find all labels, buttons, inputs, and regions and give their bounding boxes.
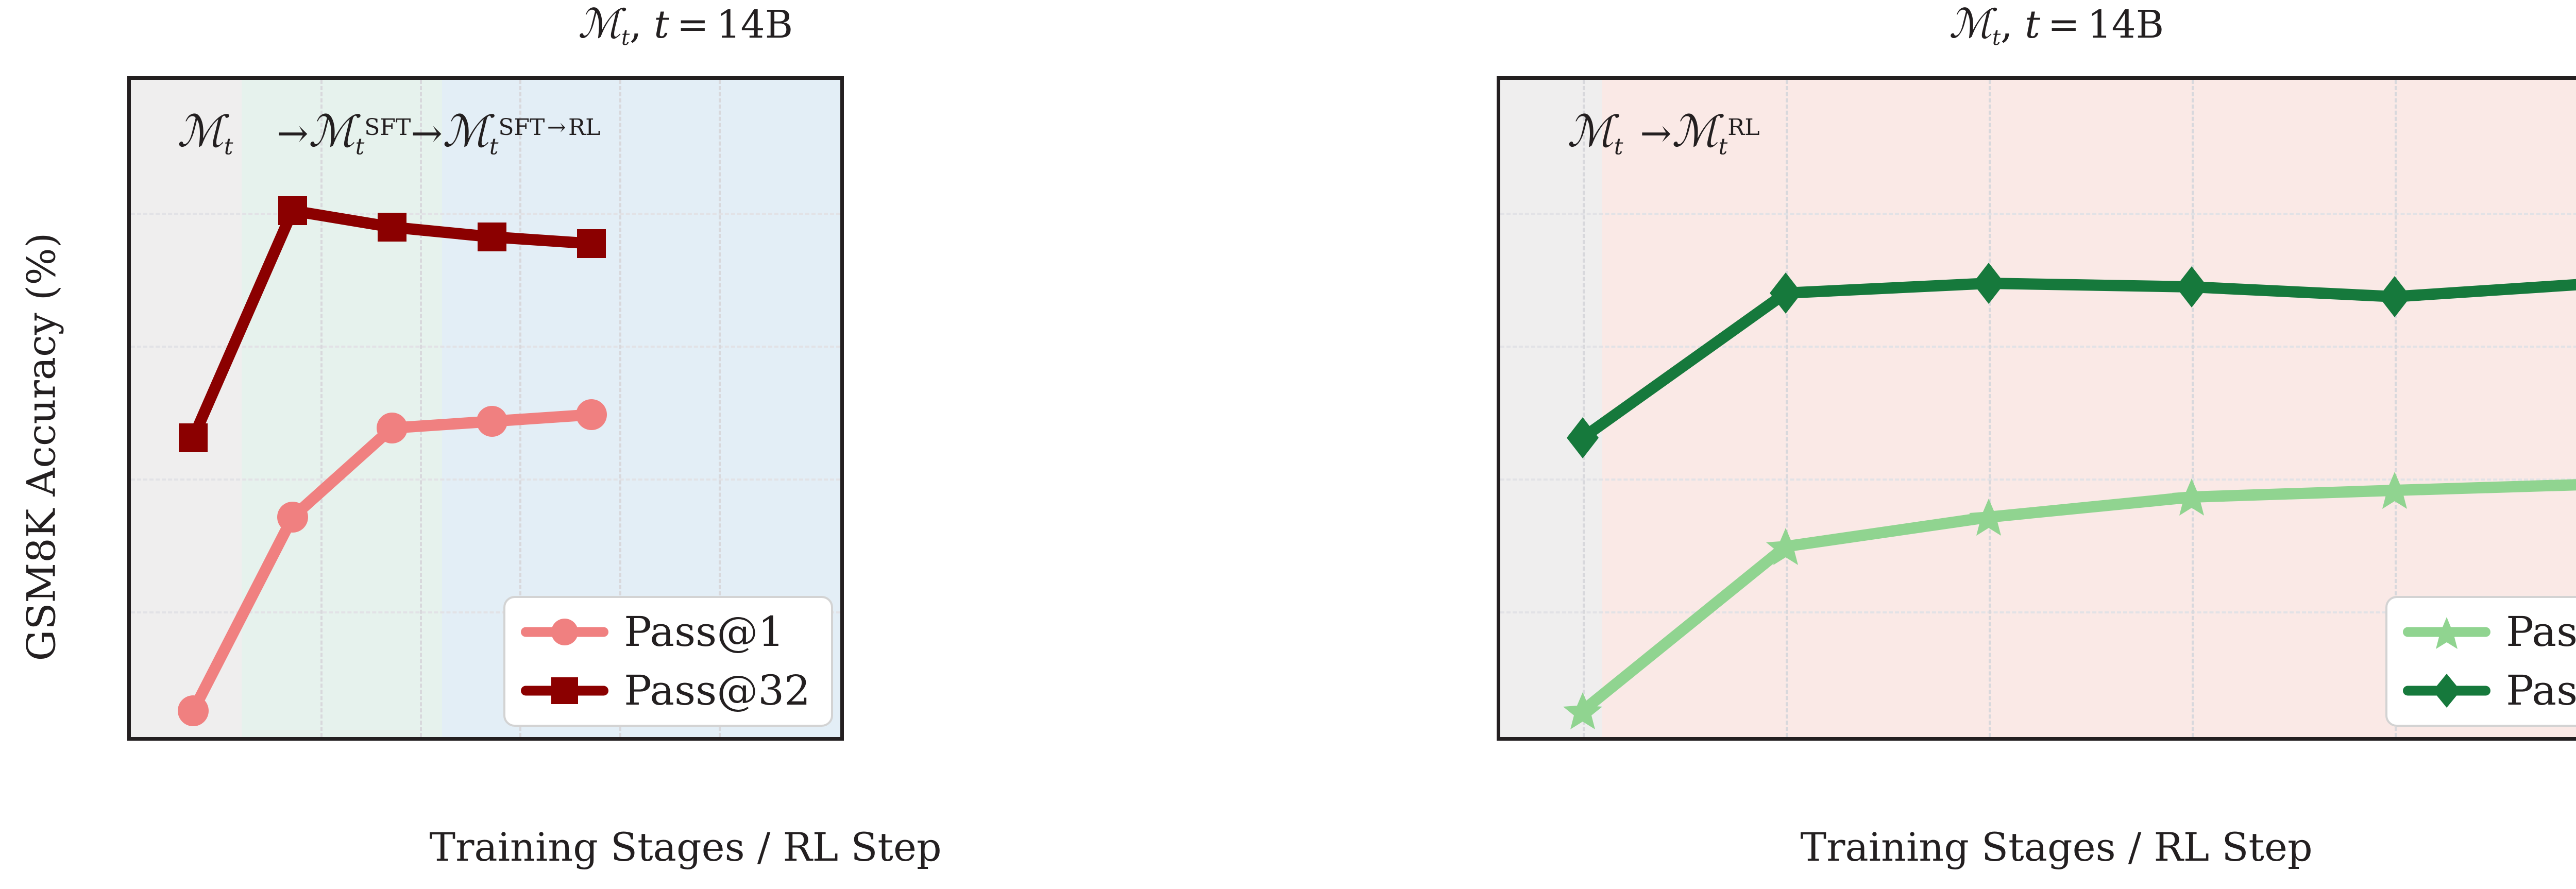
legend-item-pass-at-1-left[interactable]: Pass@1: [521, 611, 810, 653]
marker-pass-at-1-right: [2172, 478, 2211, 516]
gridline-v-800: [2395, 80, 2397, 737]
line-pass-at-32-left: [188, 205, 597, 443]
x-axis-label-right: Training Stages / RL Step: [1800, 824, 2313, 870]
legend-label-pass-at-1-left: Pass@1: [624, 608, 785, 656]
line-pass-at-1-right: [1577, 479, 2576, 716]
line-pass-at-32-right: [1577, 278, 2576, 443]
legend-label-pass-at-32-left: Pass@32: [624, 666, 810, 714]
gridline-v-200: [519, 80, 521, 737]
marker-pass-at-32-left: [478, 223, 506, 251]
series-group-right: [1563, 263, 2576, 729]
gridline-v-sft: [420, 80, 422, 737]
marker-pass-at-32-right: [2176, 266, 2208, 307]
panel-left: ℳt, t = 14B GSM8K Accuracy (%) Training …: [18, 1, 942, 870]
plot-area-right: ℳt →ℳtRL Pretrain 200 600 1000 Pass@1: [1497, 76, 2576, 741]
legend-swatch-star-icon: [2403, 614, 2491, 650]
marker-pass-at-1-left: [178, 695, 209, 726]
gridline-v-400: [619, 80, 621, 737]
gridline-v-600: [719, 80, 721, 737]
panel-right: ℳt, t = 14B Training Stages / RL Step: [1371, 0, 2576, 889]
annotation-right: ℳt →ℳtRL: [1567, 106, 1760, 160]
band-pretrain-right: [1500, 80, 1602, 737]
marker-pass-at-32-left: [577, 229, 606, 258]
annotation-left: ℳt →ℳtSFT→ℳtSFT → RL: [177, 106, 601, 160]
marker-pass-at-32-left: [278, 196, 307, 225]
gridline-h-80: [131, 213, 840, 215]
marker-pass-at-32-left: [179, 423, 208, 452]
legend-item-pass-at-32-left[interactable]: Pass@32: [521, 670, 810, 711]
legend-swatch-square-icon: [521, 673, 609, 709]
gridline-h-60: [131, 346, 840, 348]
panel-right-title: ℳt, t = 14B: [1948, 1, 2164, 50]
marker-pass-at-32-right: [1770, 272, 1802, 314]
gridline-v-pretrain: [1583, 80, 1585, 737]
marker-pass-at-32-right: [1973, 263, 2005, 304]
legend-left[interactable]: Pass@1 Pass@32: [503, 596, 833, 727]
marker-pass-at-32-left: [378, 213, 406, 242]
legend-swatch-circle-icon: [521, 614, 609, 650]
gridline-h-20: [1500, 611, 2576, 613]
gridline-h-20: [131, 611, 840, 613]
gridline-v-600: [2192, 80, 2194, 737]
marker-pass-at-1-left: [477, 406, 507, 437]
gridline-v-400: [1989, 80, 1991, 737]
band-pretrain-left: [131, 80, 242, 737]
x-axis-label-left: Training Stages / RL Step: [429, 824, 942, 870]
marker-pass-at-32-right: [2379, 276, 2411, 317]
marker-pass-at-1-right: [1766, 528, 1805, 565]
legend-label-pass-at-1-right: Pass@1: [2506, 608, 2576, 656]
legend-swatch-diamond-icon: [2403, 673, 2491, 709]
marker-pass-at-32-right: [1567, 417, 1599, 458]
gridline-v-pretrain: [320, 80, 323, 737]
y-axis-label: GSM8K Accuracy (%): [18, 232, 64, 661]
gridline-v-200: [1786, 80, 1788, 737]
legend-item-pass-at-1-right[interactable]: Pass@1: [2403, 611, 2576, 653]
series-group-left: [178, 196, 607, 726]
legend-item-pass-at-32-right[interactable]: Pass@32: [2403, 670, 2576, 711]
band-sft-left: [242, 80, 442, 737]
gridline-h-60: [1500, 346, 2576, 348]
legend-label-pass-at-32-right: Pass@32: [2506, 666, 2576, 714]
panel-left-title: ℳt, t = 14B: [578, 1, 793, 50]
marker-pass-at-1-left: [277, 502, 308, 533]
plot-area-left: ℳt →ℳtSFT→ℳtSFT → RL 100 80 60 40 20 0 P…: [127, 76, 844, 741]
legend-right[interactable]: Pass@1 Pass@32: [2385, 596, 2576, 727]
gridline-h-40: [131, 478, 840, 481]
marker-pass-at-1-left: [377, 413, 408, 443]
marker-pass-at-1-right: [2375, 472, 2414, 509]
marker-pass-at-1-right: [1563, 692, 1602, 729]
gridline-h-40: [1500, 478, 2576, 481]
gridline-h-80: [1500, 213, 2576, 215]
marker-pass-at-1-right: [1969, 499, 2008, 536]
marker-pass-at-1-left: [576, 399, 607, 430]
